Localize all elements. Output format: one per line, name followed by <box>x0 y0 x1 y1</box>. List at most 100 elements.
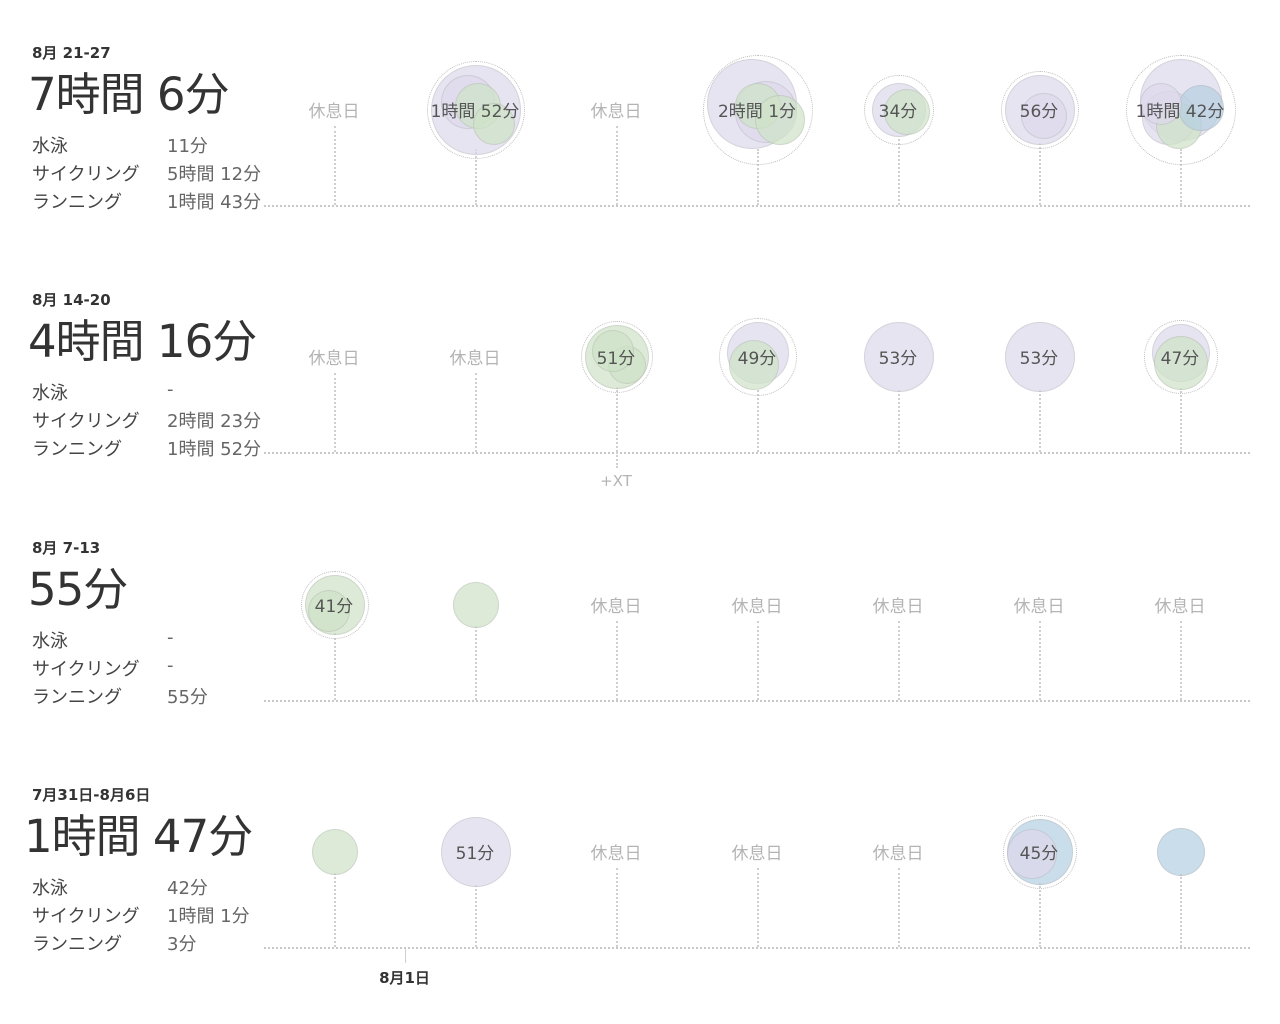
day-duration-label: 45分 <box>1019 844 1059 864</box>
week-range: 8月 21-27 <box>32 44 111 62</box>
day-duration-label: 1時間 42分 <box>1135 102 1225 122</box>
running-workout-bubble[interactable] <box>729 340 779 390</box>
cycling-time: 1時間 1分 <box>167 906 250 927</box>
day-duration-label: 51分 <box>455 844 495 864</box>
day-stem <box>616 387 618 452</box>
day-stem <box>334 873 336 947</box>
running-workout-bubble[interactable] <box>592 330 634 372</box>
day-stem <box>1180 621 1182 700</box>
swim-label: 水泳 <box>32 878 68 899</box>
day-stem <box>898 868 900 947</box>
cycling-workout-bubble[interactable] <box>1021 93 1067 139</box>
week-jul-31-aug-6[interactable]: 7月31日-8月6日 1時間 47分 水泳 42分 サイクリング 1時間 1分 … <box>0 784 1280 1024</box>
rest-day-label: 休息日 <box>590 102 642 122</box>
week-range: 8月 14-20 <box>32 291 111 309</box>
day-duration-label: 41分 <box>314 597 354 617</box>
rest-day-label: 休息日 <box>872 844 924 864</box>
swim-time: - <box>167 379 174 400</box>
day-total-ring <box>719 318 797 396</box>
running-workout-bubble[interactable] <box>473 103 515 145</box>
running-workout-bubble[interactable] <box>884 89 930 135</box>
swim-time: - <box>167 627 174 648</box>
week-total-time: 7時間 6分 <box>28 68 230 121</box>
swim-label: 水泳 <box>32 136 68 157</box>
day-stem <box>1180 149 1182 205</box>
day-stem <box>475 885 477 947</box>
cycling-label: サイクリング <box>32 906 140 927</box>
week-aug-7-13[interactable]: 8月 7-13 55分 水泳 - サイクリング - ランニング 55分 41分 休… <box>0 537 1280 777</box>
day-total-ring <box>1003 815 1077 889</box>
rest-day-label: 休息日 <box>449 349 501 369</box>
swim-workout-bubble[interactable] <box>1157 828 1205 876</box>
week-range: 7月31日-8月6日 <box>32 786 151 804</box>
running-workout-bubble[interactable] <box>308 590 350 632</box>
month-start-tick <box>404 949 406 963</box>
day-stem <box>475 149 477 205</box>
day-stem <box>1180 874 1182 947</box>
rest-day-label: 休息日 <box>590 844 642 864</box>
running-workout-bubble[interactable] <box>755 95 805 145</box>
day-duration-label: 53分 <box>878 349 918 369</box>
running-workout-bubble[interactable] <box>453 582 499 628</box>
running-label: ランニング <box>32 687 122 708</box>
day-total-ring <box>703 55 813 165</box>
running-time: 55分 <box>167 687 208 708</box>
timeline-baseline <box>264 452 1250 454</box>
day-duration-label: 53分 <box>1019 349 1059 369</box>
rest-day-label: 休息日 <box>590 597 642 617</box>
day-total-ring <box>301 571 369 639</box>
cycling-workout-bubble[interactable] <box>864 322 934 392</box>
swim-label: 水泳 <box>32 383 68 404</box>
week-aug-14-20[interactable]: 8月 14-20 4時間 16分 水泳 - サイクリング 2時間 23分 ランニ… <box>0 289 1280 529</box>
timeline-baseline <box>264 947 1250 949</box>
day-stem <box>898 621 900 700</box>
cross-training-marker: +XT <box>600 472 632 490</box>
cycling-label: サイクリング <box>32 164 140 185</box>
swim-time: 42分 <box>167 878 208 899</box>
day-stem <box>757 621 759 700</box>
rest-day-label: 休息日 <box>308 349 360 369</box>
day-stem <box>1039 390 1041 452</box>
cycling-workout-bubble[interactable] <box>1140 83 1182 125</box>
day-stem <box>1039 621 1041 700</box>
running-label: ランニング <box>32 934 122 955</box>
day-stem <box>1039 143 1041 205</box>
week-total-time: 55分 <box>28 563 128 616</box>
day-stem <box>334 126 336 205</box>
day-stem <box>616 126 618 205</box>
swim-time: 11分 <box>167 136 208 157</box>
cycling-workout-bubble[interactable] <box>1005 322 1075 392</box>
day-total-ring <box>864 75 934 145</box>
day-stem <box>757 149 759 205</box>
day-duration-label: 51分 <box>596 349 636 369</box>
day-stem <box>757 390 759 452</box>
cycling-time: 2時間 23分 <box>167 411 262 432</box>
week-total-time: 4時間 16分 <box>28 315 257 368</box>
rest-day-label: 休息日 <box>1154 597 1206 617</box>
running-workout-bubble[interactable] <box>1154 336 1208 390</box>
running-label: ランニング <box>32 439 122 460</box>
rest-day-label: 休息日 <box>872 597 924 617</box>
day-stem <box>334 373 336 452</box>
day-duration-label: 1時間 52分 <box>430 102 520 122</box>
week-total-time: 1時間 47分 <box>24 810 253 863</box>
day-stem <box>616 621 618 700</box>
running-time: 1時間 43分 <box>167 192 262 213</box>
running-workout-bubble[interactable] <box>312 829 358 875</box>
cycling-workout-bubble[interactable] <box>441 817 511 887</box>
day-stem <box>757 868 759 947</box>
week-aug-21-27[interactable]: 8月 21-27 7時間 6分 水泳 11分 サイクリング 5時間 12分 ラン… <box>0 42 1280 282</box>
rest-day-label: 休息日 <box>731 844 783 864</box>
cycling-label: サイクリング <box>32 659 140 680</box>
day-total-ring <box>581 321 653 393</box>
day-stem <box>475 626 477 700</box>
cycling-workout-bubble[interactable] <box>1007 829 1057 879</box>
rest-day-label: 休息日 <box>308 102 360 122</box>
week-range: 8月 7-13 <box>32 539 101 557</box>
running-label: ランニング <box>32 192 122 213</box>
day-stem <box>1039 883 1041 947</box>
cross-training-stem <box>616 452 618 468</box>
rest-day-label: 休息日 <box>1013 597 1065 617</box>
day-stem <box>898 139 900 205</box>
day-stem <box>898 390 900 452</box>
